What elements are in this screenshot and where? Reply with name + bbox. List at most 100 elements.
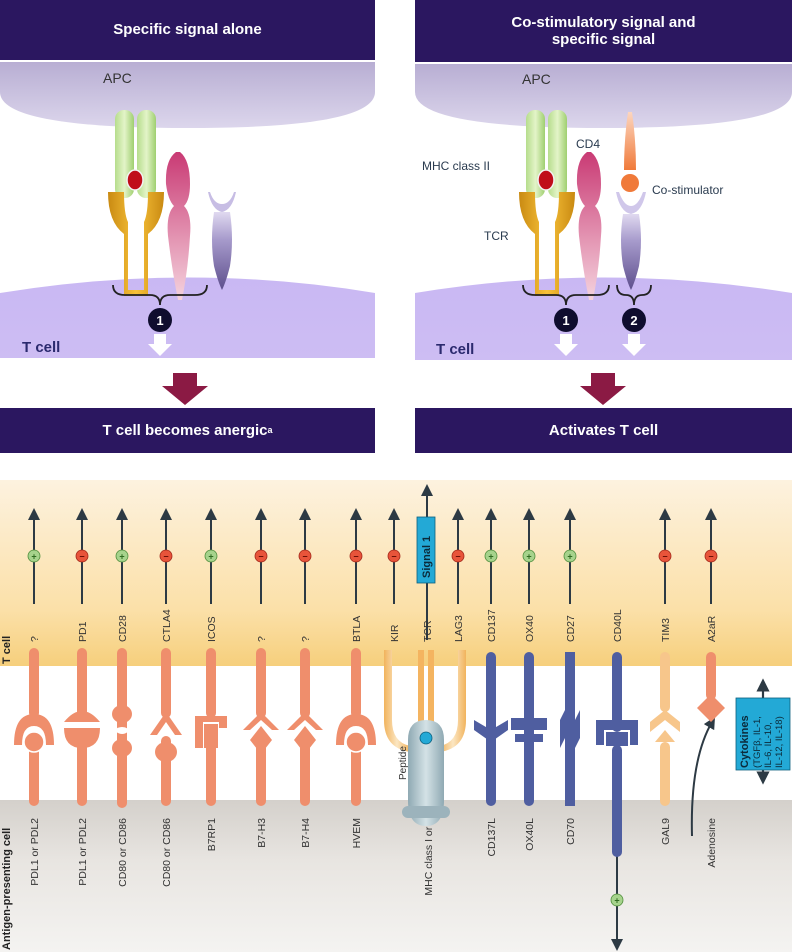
sign-circle-1	[75, 549, 89, 563]
right-signal2-badge	[622, 308, 646, 332]
btla-cup	[336, 714, 376, 745]
sign-circle-16	[704, 549, 718, 563]
apc-ligand-label-11: CD137L	[486, 818, 498, 857]
sign-circle-4	[204, 549, 218, 563]
left-signal-number: 1	[156, 313, 163, 328]
sign-glyph-15: −	[662, 552, 667, 562]
cd86-head	[155, 742, 177, 762]
tcell-receptor-label-4: ICOS	[206, 616, 218, 642]
apc-band	[0, 800, 792, 952]
apc-ligand-label-13: CD70	[565, 818, 577, 845]
sign-circle-13	[563, 549, 577, 563]
receptor-chevron-5	[243, 712, 279, 730]
co-stimulator-head	[621, 174, 639, 192]
apc-ligand-label-2: CD80 or CD86	[117, 818, 129, 887]
cd137-stalk	[486, 652, 496, 806]
right-result-arrow	[580, 373, 626, 405]
receptor-stalk-7	[351, 648, 361, 718]
cd4-label: CD4	[576, 137, 600, 151]
sign-circle-12	[522, 549, 536, 563]
right-signal2-arrow	[622, 334, 646, 356]
ctla4-head	[150, 712, 182, 735]
ligand-cup-1	[64, 728, 100, 748]
tcell-receptor-label-9: TCR	[422, 620, 434, 642]
receptor-stalk-3	[161, 648, 171, 718]
cytokines-title: Cytokines	[739, 715, 751, 768]
sign-circle-6	[298, 549, 312, 563]
kir-arm	[384, 650, 410, 752]
apc-ligand-label-9: MHC class I or II	[423, 818, 435, 896]
cd28-head	[112, 705, 132, 723]
gal9-head	[655, 730, 675, 742]
apc-ligand-label-6: B7-H4	[300, 818, 312, 848]
sign-glyph-6: −	[302, 552, 307, 562]
left-signal-brace	[112, 284, 208, 306]
left-signal-badge	[148, 308, 172, 332]
left-tcr-molecule	[108, 192, 164, 296]
right-scene: APC T cell MHC class II CD4 TCR Co-stimu…	[415, 64, 792, 405]
tcell-receptor-label-14: CD40L	[612, 609, 624, 642]
cytokines-box	[735, 697, 791, 771]
right-apc-membrane	[415, 64, 792, 128]
costim-signal-banner: Co-stimulatory signal and specific signa…	[415, 0, 792, 62]
left-scene: APC T cell 1	[0, 62, 375, 405]
co-stimulator-molecule	[624, 112, 636, 170]
tcell-receptor-label-8: KIR	[389, 624, 401, 642]
sign-glyph-0: +	[31, 552, 36, 562]
left-tcell-body	[0, 277, 375, 358]
tcr-label: TCR	[484, 229, 509, 243]
cytokines-line2: IL-6, IL-10,	[763, 722, 774, 768]
right-tcr-molecule	[519, 192, 575, 296]
right-costim-receptor-stalk	[621, 214, 641, 290]
receptor-stalk-6	[300, 648, 310, 718]
tcell-receptor-label-5: ?	[256, 636, 268, 642]
right-signal1-badge	[554, 308, 578, 332]
right-peptide	[537, 169, 555, 191]
sign-glyph-12: +	[526, 552, 531, 562]
b7h3-diamond	[250, 726, 272, 754]
cd40-stalk	[612, 745, 622, 857]
sign-glyph-16: −	[708, 552, 713, 562]
left-signal-arrow	[148, 334, 172, 356]
peptide-label: Peptide	[398, 746, 409, 780]
left-result-arrow	[162, 373, 208, 405]
mhc-base	[402, 806, 450, 818]
right-signal1-number: 1	[562, 313, 569, 328]
b7rp1-head	[204, 724, 218, 748]
a2ar-head	[697, 694, 725, 722]
co-stimulator-label: Co-stimulator	[652, 183, 723, 197]
tcell-receptor-label-6: ?	[300, 636, 312, 642]
sign-glyph-1: −	[79, 552, 84, 562]
right-tcell-label: T cell	[436, 341, 474, 358]
anergic-result-text: T cell becomes anergic	[102, 421, 268, 439]
sign-glyph-11: +	[488, 552, 493, 562]
left-cd4-molecule	[165, 152, 191, 300]
cd40l-stalk	[612, 652, 622, 732]
sign-circle-8	[387, 549, 401, 563]
molecules-layer	[14, 648, 725, 857]
tcell-receptor-label-2: CD28	[117, 615, 129, 642]
peptide-dot	[419, 731, 433, 745]
tcr-chain-left	[418, 650, 424, 730]
tcell-receptor-label-11: CD137	[486, 609, 498, 642]
ox40-head	[511, 718, 547, 730]
sign-circle-15	[658, 549, 672, 563]
left-peptide	[126, 169, 144, 191]
receptor-cup-0	[14, 714, 54, 745]
mhc-class-ii-label: MHC class II	[422, 159, 490, 173]
a2ar-stalk	[706, 652, 716, 700]
costim-title-line2: specific signal	[551, 31, 656, 48]
sign-circle-2	[115, 549, 129, 563]
cd80-head	[112, 739, 132, 757]
cd40l-head	[596, 720, 638, 745]
apc-ligand-label-12: OX40L	[524, 818, 536, 851]
receptor-stalk-4	[206, 648, 216, 718]
left-apc-membrane	[0, 62, 375, 128]
receptor-stalk-1	[77, 648, 87, 718]
ligand-ball-0	[23, 731, 45, 753]
ligand-stalk-0	[29, 736, 39, 806]
tcr-chain-right	[428, 650, 434, 730]
activates-result-text: Activates T cell	[548, 421, 659, 439]
receptor-stalk-5	[256, 648, 266, 718]
sign-glyph-3: −	[163, 552, 168, 562]
